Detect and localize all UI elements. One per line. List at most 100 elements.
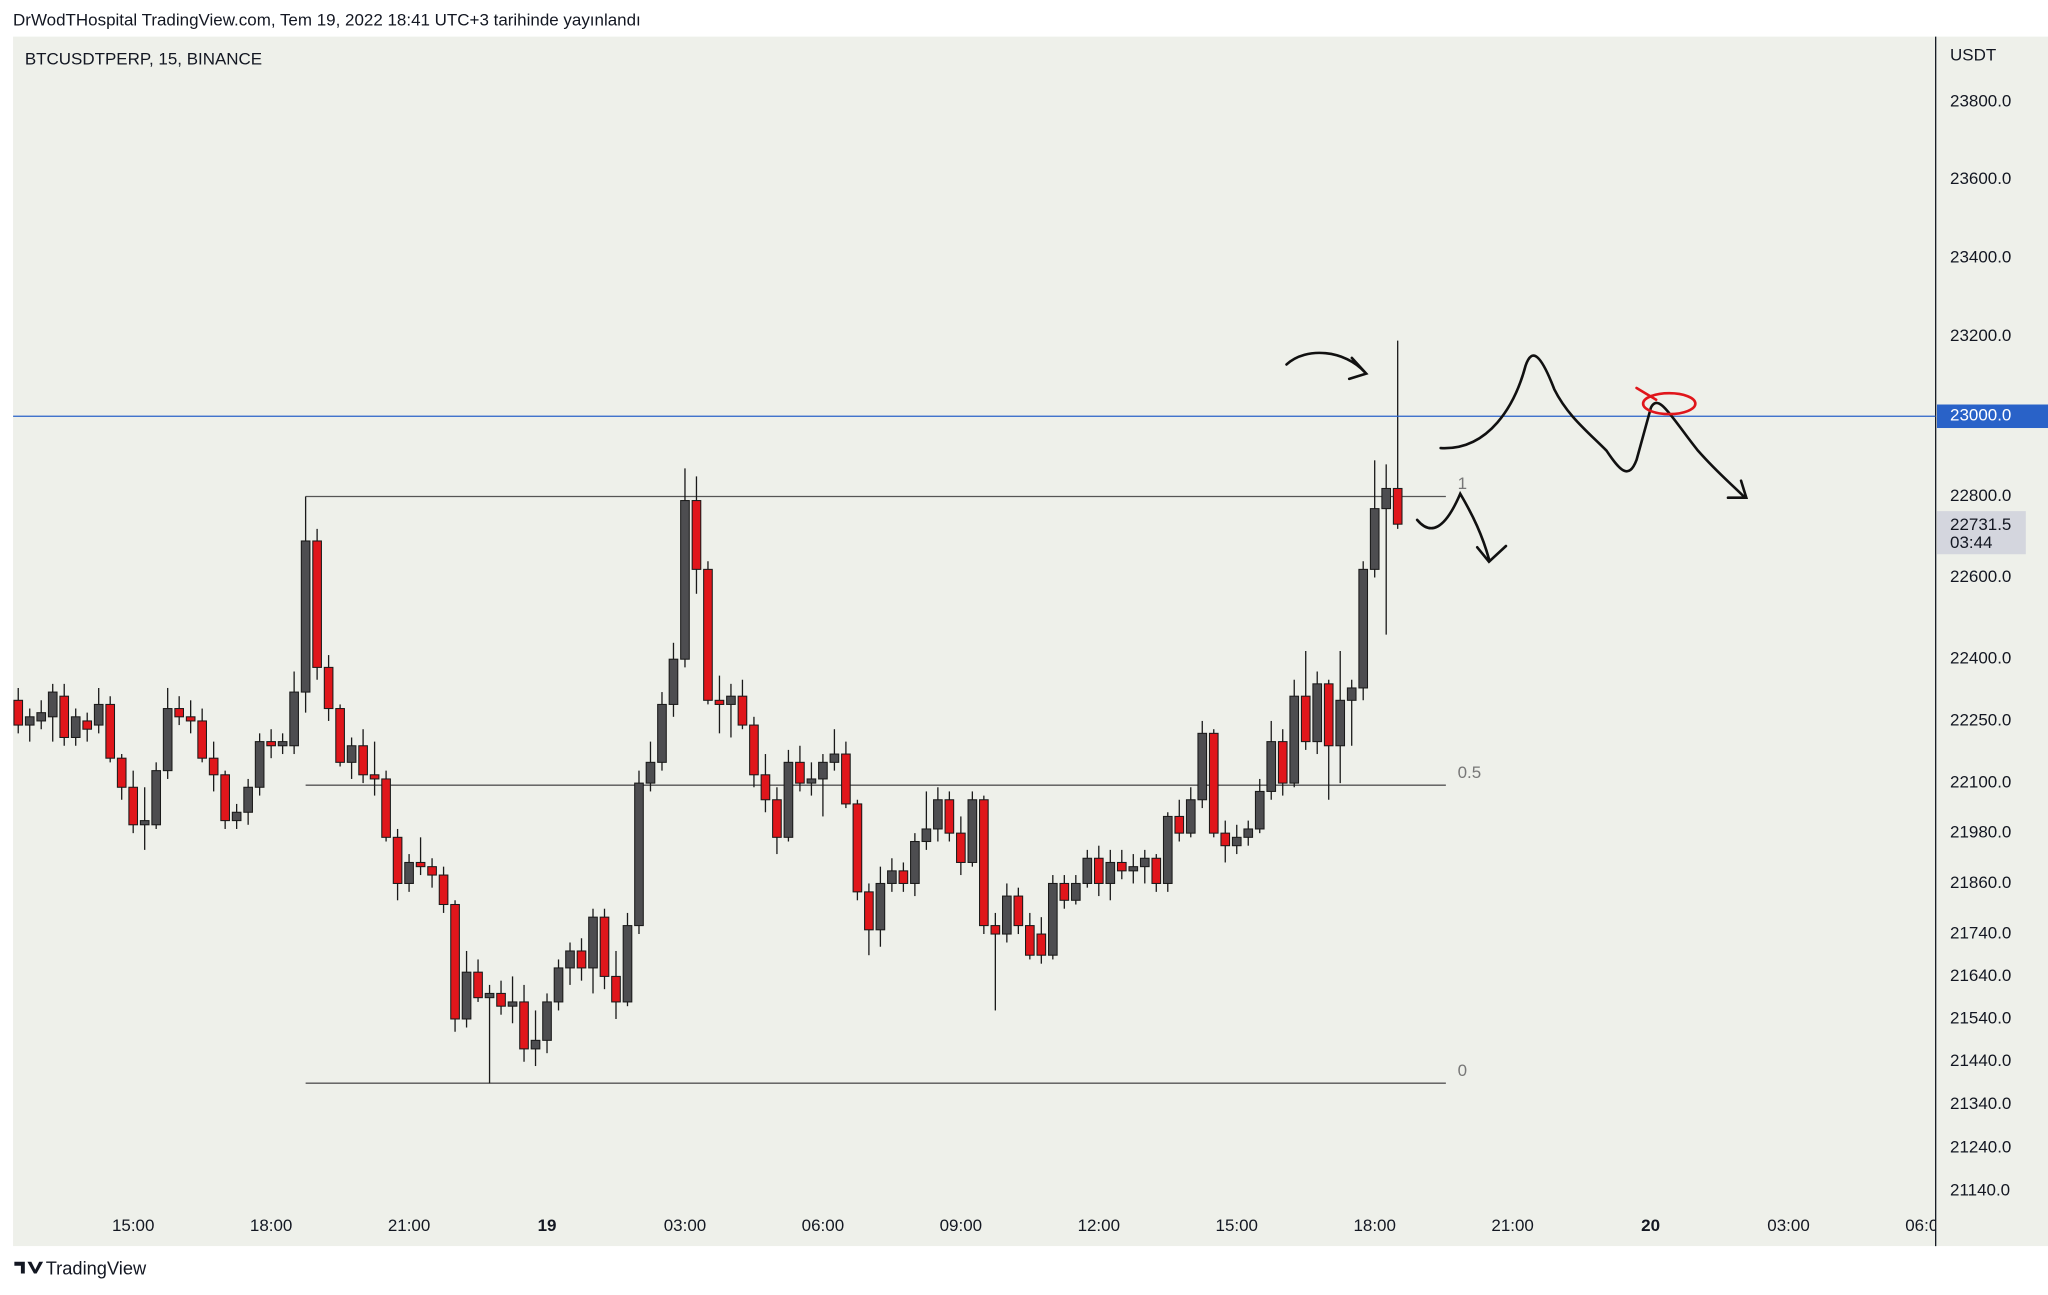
candle-body [300, 540, 311, 693]
y-tick-label: 21640.0 [1950, 966, 2011, 985]
candle-body [1220, 832, 1231, 847]
logo-mark [14, 1261, 44, 1274]
candle-body [139, 820, 150, 826]
candle-body [185, 716, 196, 722]
candle-body [1105, 861, 1116, 884]
x-tick-label: 06:00 [802, 1216, 844, 1235]
candle-body [1036, 933, 1047, 956]
hand-mark [1635, 386, 1658, 402]
y-tick-label: 23600.0 [1950, 169, 2011, 188]
y-tick-label: 21340.0 [1950, 1094, 2011, 1113]
candle-body [1128, 866, 1139, 872]
candle-body [461, 971, 472, 1020]
candle-body [369, 774, 380, 780]
symbol-title: BTCUSDTPERP, 15, BINANCE [25, 50, 262, 69]
candle-body [1116, 861, 1127, 872]
candle-body [691, 500, 702, 570]
candle-body [427, 866, 437, 876]
hand-arrow [1439, 354, 1749, 499]
candle-body [381, 778, 391, 838]
candle-body [1323, 683, 1334, 747]
candle-body [864, 891, 874, 931]
x-tick-label: 18:00 [250, 1216, 292, 1235]
candle-body [599, 916, 610, 977]
candle-body [335, 708, 345, 763]
hand-arrow [1285, 351, 1369, 381]
candle-body [231, 811, 242, 822]
y-tick-label: 22600.0 [1950, 567, 2011, 586]
horizontal-line-label-box [1936, 404, 2048, 429]
candle-body [59, 695, 70, 738]
candle-body [1082, 857, 1093, 884]
candle-body [70, 716, 81, 738]
y-tick-label: 21440.0 [1950, 1051, 2011, 1070]
candle-body [254, 741, 265, 788]
countdown-label: 03:44 [1950, 533, 1992, 552]
candle-body [507, 1001, 518, 1007]
candle-body [1369, 508, 1380, 570]
candle-body [1002, 895, 1012, 935]
candle-body [105, 703, 116, 759]
candle-body [1392, 487, 1403, 525]
x-tick-label: 21:00 [388, 1216, 430, 1235]
x-tick-label: 09:00 [940, 1216, 982, 1235]
candle-body [726, 695, 736, 705]
candle-body [128, 786, 139, 826]
candle-body [737, 695, 748, 726]
candle-body [346, 745, 357, 763]
y-tick-label: 23800.0 [1950, 92, 2011, 111]
candle-body [1185, 799, 1196, 834]
x-tick-label: 18:00 [1353, 1216, 1395, 1235]
candle-body [1047, 882, 1058, 956]
candle-body [1059, 882, 1070, 901]
y-tick-label: 22800.0 [1950, 486, 2011, 505]
candle-body [323, 666, 334, 710]
candle-body [680, 500, 690, 660]
candle-body [565, 950, 575, 969]
candle-body [289, 691, 299, 747]
header-text: DrWodTHospital TradingView.com, Tem 19, … [13, 10, 641, 29]
candle-body [979, 799, 989, 927]
candle-body [243, 786, 253, 813]
candle-body [542, 1001, 552, 1041]
candle-body [956, 832, 966, 863]
candle-body [1093, 857, 1104, 884]
candle-body [174, 708, 185, 718]
candle-body [1289, 695, 1300, 784]
y-tick-label: 23400.0 [1950, 247, 2011, 266]
candle-body [1277, 741, 1288, 784]
candle-body [312, 540, 322, 668]
fib-level-label: 0.5 [1458, 763, 1482, 782]
candle-body [404, 861, 414, 884]
candle-body [519, 1001, 529, 1050]
candle-body [611, 975, 621, 1003]
candle-body [841, 753, 851, 805]
candle-body [1312, 683, 1323, 743]
candle-body [36, 712, 47, 722]
last-price-box [1936, 511, 2026, 555]
candle-body [921, 828, 932, 843]
candle-body [1025, 925, 1035, 956]
candle-body [1139, 857, 1150, 868]
candle-body [162, 708, 173, 772]
candle-body [1254, 790, 1265, 830]
y-tick-label: 21740.0 [1950, 924, 2011, 943]
x-tick-label: 15:00 [1216, 1216, 1258, 1235]
panel-background [13, 36, 2048, 1247]
x-tick-label: 12:00 [1078, 1216, 1120, 1235]
candle-body [795, 761, 805, 784]
candle-body [760, 774, 771, 801]
candle-body [657, 703, 667, 763]
candle-body [1381, 487, 1392, 510]
candle-body [714, 699, 725, 705]
candle-body [622, 925, 633, 1003]
candle-body [990, 925, 1001, 935]
candle-body [806, 778, 817, 784]
candle-body [772, 799, 782, 838]
candle-body [588, 916, 598, 969]
x-tick-label: 06:00 [1905, 1216, 1947, 1235]
candle-body [93, 703, 104, 726]
y-tick-label: 22250.0 [1950, 710, 2011, 729]
candle-body [1174, 815, 1185, 834]
